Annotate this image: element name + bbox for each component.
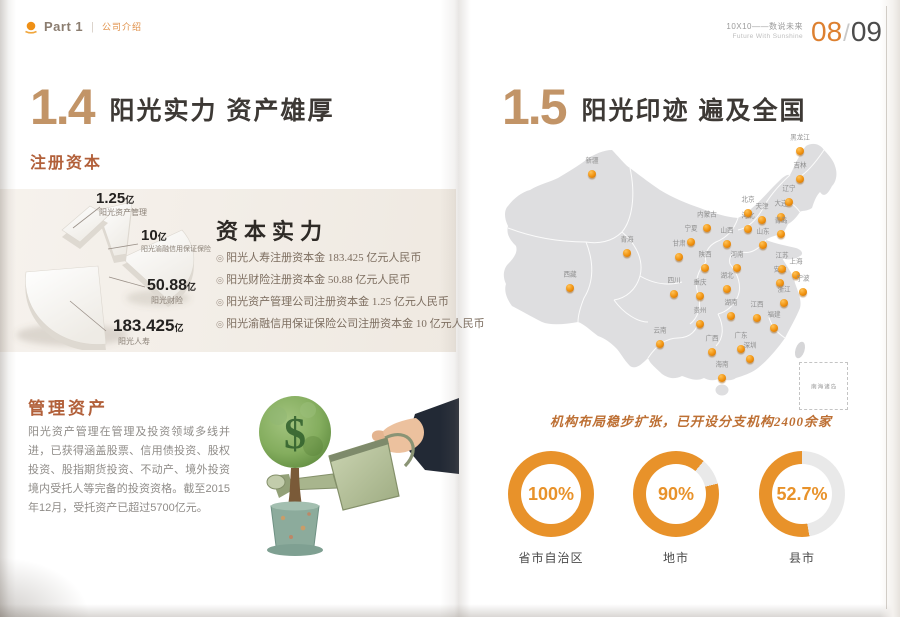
right-edge-shadow xyxy=(880,0,900,617)
managed-assets-heading: 管理资产 xyxy=(28,399,108,418)
part-label: Part 1 xyxy=(44,19,84,34)
sea-inset-label: 南海诸岛 xyxy=(810,382,837,390)
tagline-en: Future With Sunshine xyxy=(732,33,804,41)
donut-chart: 90% xyxy=(633,451,719,537)
section-number: 1.5 xyxy=(502,79,568,135)
pie-value-2: 10亿 xyxy=(141,227,167,244)
pie-value-1: 1.25亿 xyxy=(96,190,135,207)
donut-chart: 100% xyxy=(508,451,594,537)
tagline: 10X10——数说未来 Future With Sunshine xyxy=(726,22,803,42)
section-number: 1.4 xyxy=(30,79,96,135)
capital-bullet: 阳光资产管理公司注册资本金 1.25 亿元人民币 xyxy=(216,291,485,313)
capital-strength-heading: 资本实力 xyxy=(216,219,329,244)
left-edge-shadow xyxy=(0,0,16,617)
pie-label-3: 阳光财险 xyxy=(151,296,183,305)
donut-label: 省市自治区 xyxy=(518,551,584,565)
donut-percent: 52.7% xyxy=(776,483,828,504)
pie-value-4: 183.425亿 xyxy=(113,316,184,335)
pie-label-2: 阳光渝融信用保证保险 xyxy=(141,246,211,253)
donut-label: 县市 xyxy=(788,551,815,565)
header-divider: | xyxy=(91,20,94,33)
page-numbers: 08/09 xyxy=(811,16,882,47)
map-caption: 机构布局稳步扩张，已开设分支机构2400余家 xyxy=(549,414,832,429)
south-china-sea-inset: 南海诸岛 xyxy=(799,362,848,410)
capital-bullet: 阳光渝融信用保证保险公司注册资本金 10 亿元人民币 xyxy=(216,313,485,335)
suit-sleeve xyxy=(405,398,459,474)
right-page-header: 10X10——数说未来 Future With Sunshine 08/09 xyxy=(726,16,882,48)
section-name: 公司介绍 xyxy=(102,22,143,32)
sun-logo-icon xyxy=(25,21,37,34)
page-gutter-shadow xyxy=(440,0,474,617)
donut-chart: 52.7% xyxy=(759,451,845,537)
capital-bullet: 阳光财险注册资本金 50.88 亿元人民币 xyxy=(216,269,485,291)
left-page-header: Part 1 | 公司介绍 xyxy=(24,19,142,34)
donut-percent: 90% xyxy=(657,483,695,504)
registered-capital-label: 注册资本 xyxy=(30,155,103,172)
pie-label-4: 阳光人寿 xyxy=(118,337,150,346)
donut-percent: 100% xyxy=(527,483,575,504)
managed-assets-paragraph: 阳光资产管理在管理及投资领域多线并进，已获得涵盖股票、信用债投资、股权投资、股指… xyxy=(28,426,230,514)
donut-label: 地市 xyxy=(662,551,689,565)
bottom-left-corner-shadow xyxy=(0,557,90,617)
section-1-4-title: 1.4 阳光实力 资产雄厚 xyxy=(30,82,334,132)
section-1-5-title: 1.5 阳光印迹 遍及全国 xyxy=(502,82,806,132)
bottom-edge-shadow xyxy=(0,604,900,617)
right-page-edge-line xyxy=(886,6,887,609)
section-title: 阳光印迹 遍及全国 xyxy=(581,97,807,125)
money-tree-watering-illustration: $ xyxy=(259,396,459,556)
pie-label-1: 阳光资产管理 xyxy=(99,208,147,217)
section-title: 阳光实力 资产雄厚 xyxy=(109,97,335,125)
svg-text:$: $ xyxy=(284,409,306,458)
capital-bullet: 阳光人寿注册资本金 183.425 亿元人民币 xyxy=(216,247,485,269)
pie-value-3: 50.88亿 xyxy=(147,277,197,294)
tagline-cn: 10X10——数说未来 xyxy=(726,22,804,32)
capital-strength-list: 阳光人寿注册资本金 183.425 亿元人民币阳光财险注册资本金 50.88 亿… xyxy=(216,247,485,335)
